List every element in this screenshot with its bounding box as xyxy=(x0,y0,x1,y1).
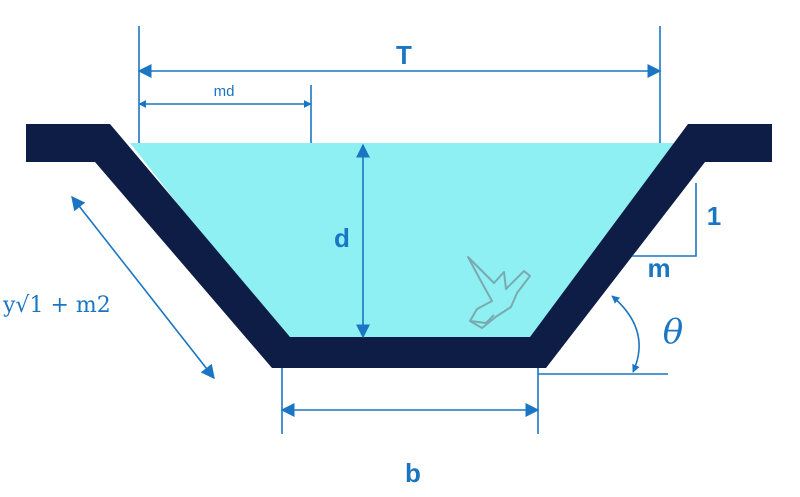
slope-vertical-label: 1 xyxy=(707,201,721,231)
side-length-arrow xyxy=(71,195,215,380)
bottom-width-label: b xyxy=(405,458,421,488)
channel-lining xyxy=(26,124,772,368)
depth-label: d xyxy=(334,223,350,253)
angle-arc xyxy=(611,295,640,373)
dove-icon xyxy=(467,256,531,329)
side-projection-label: md xyxy=(214,83,235,100)
side-length-label: y√1 + m2 xyxy=(2,293,111,318)
slope-horizontal-label: m xyxy=(647,253,670,283)
top-width-label: T xyxy=(396,40,412,70)
angle-label: θ xyxy=(663,312,683,352)
water-area xyxy=(130,143,688,337)
slope-triangle xyxy=(632,183,697,257)
